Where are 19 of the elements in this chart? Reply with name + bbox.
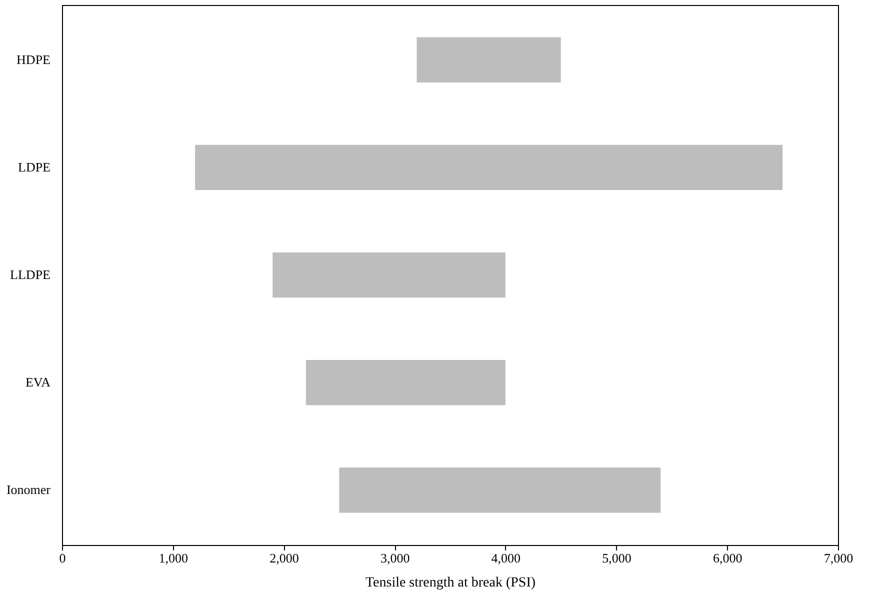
x-axis-title: Tensile strength at break (PSI) <box>365 576 536 590</box>
x-tick-label: 7,000 <box>824 550 854 566</box>
y-tick-label: LLDPE <box>10 267 51 282</box>
y-tick-label: EVA <box>25 374 52 390</box>
y-tick-label: HDPE <box>16 52 51 67</box>
bar <box>272 252 506 298</box>
bar <box>195 144 783 190</box>
bar <box>306 360 506 406</box>
x-tick-label: 5,000 <box>602 550 632 566</box>
x-tick-label: 1,000 <box>158 550 188 566</box>
bar <box>416 37 561 82</box>
x-tick-label: 6,000 <box>713 550 742 566</box>
x-tick-label: 3,000 <box>380 550 410 566</box>
y-tick-label: Ionomer <box>6 482 52 498</box>
x-tick-label: 0 <box>59 550 66 566</box>
x-tick-label: 2,000 <box>270 550 299 566</box>
x-tick-label: 4,000 <box>491 550 521 566</box>
bar <box>339 468 661 513</box>
y-tick-label: LDPE <box>18 159 51 174</box>
